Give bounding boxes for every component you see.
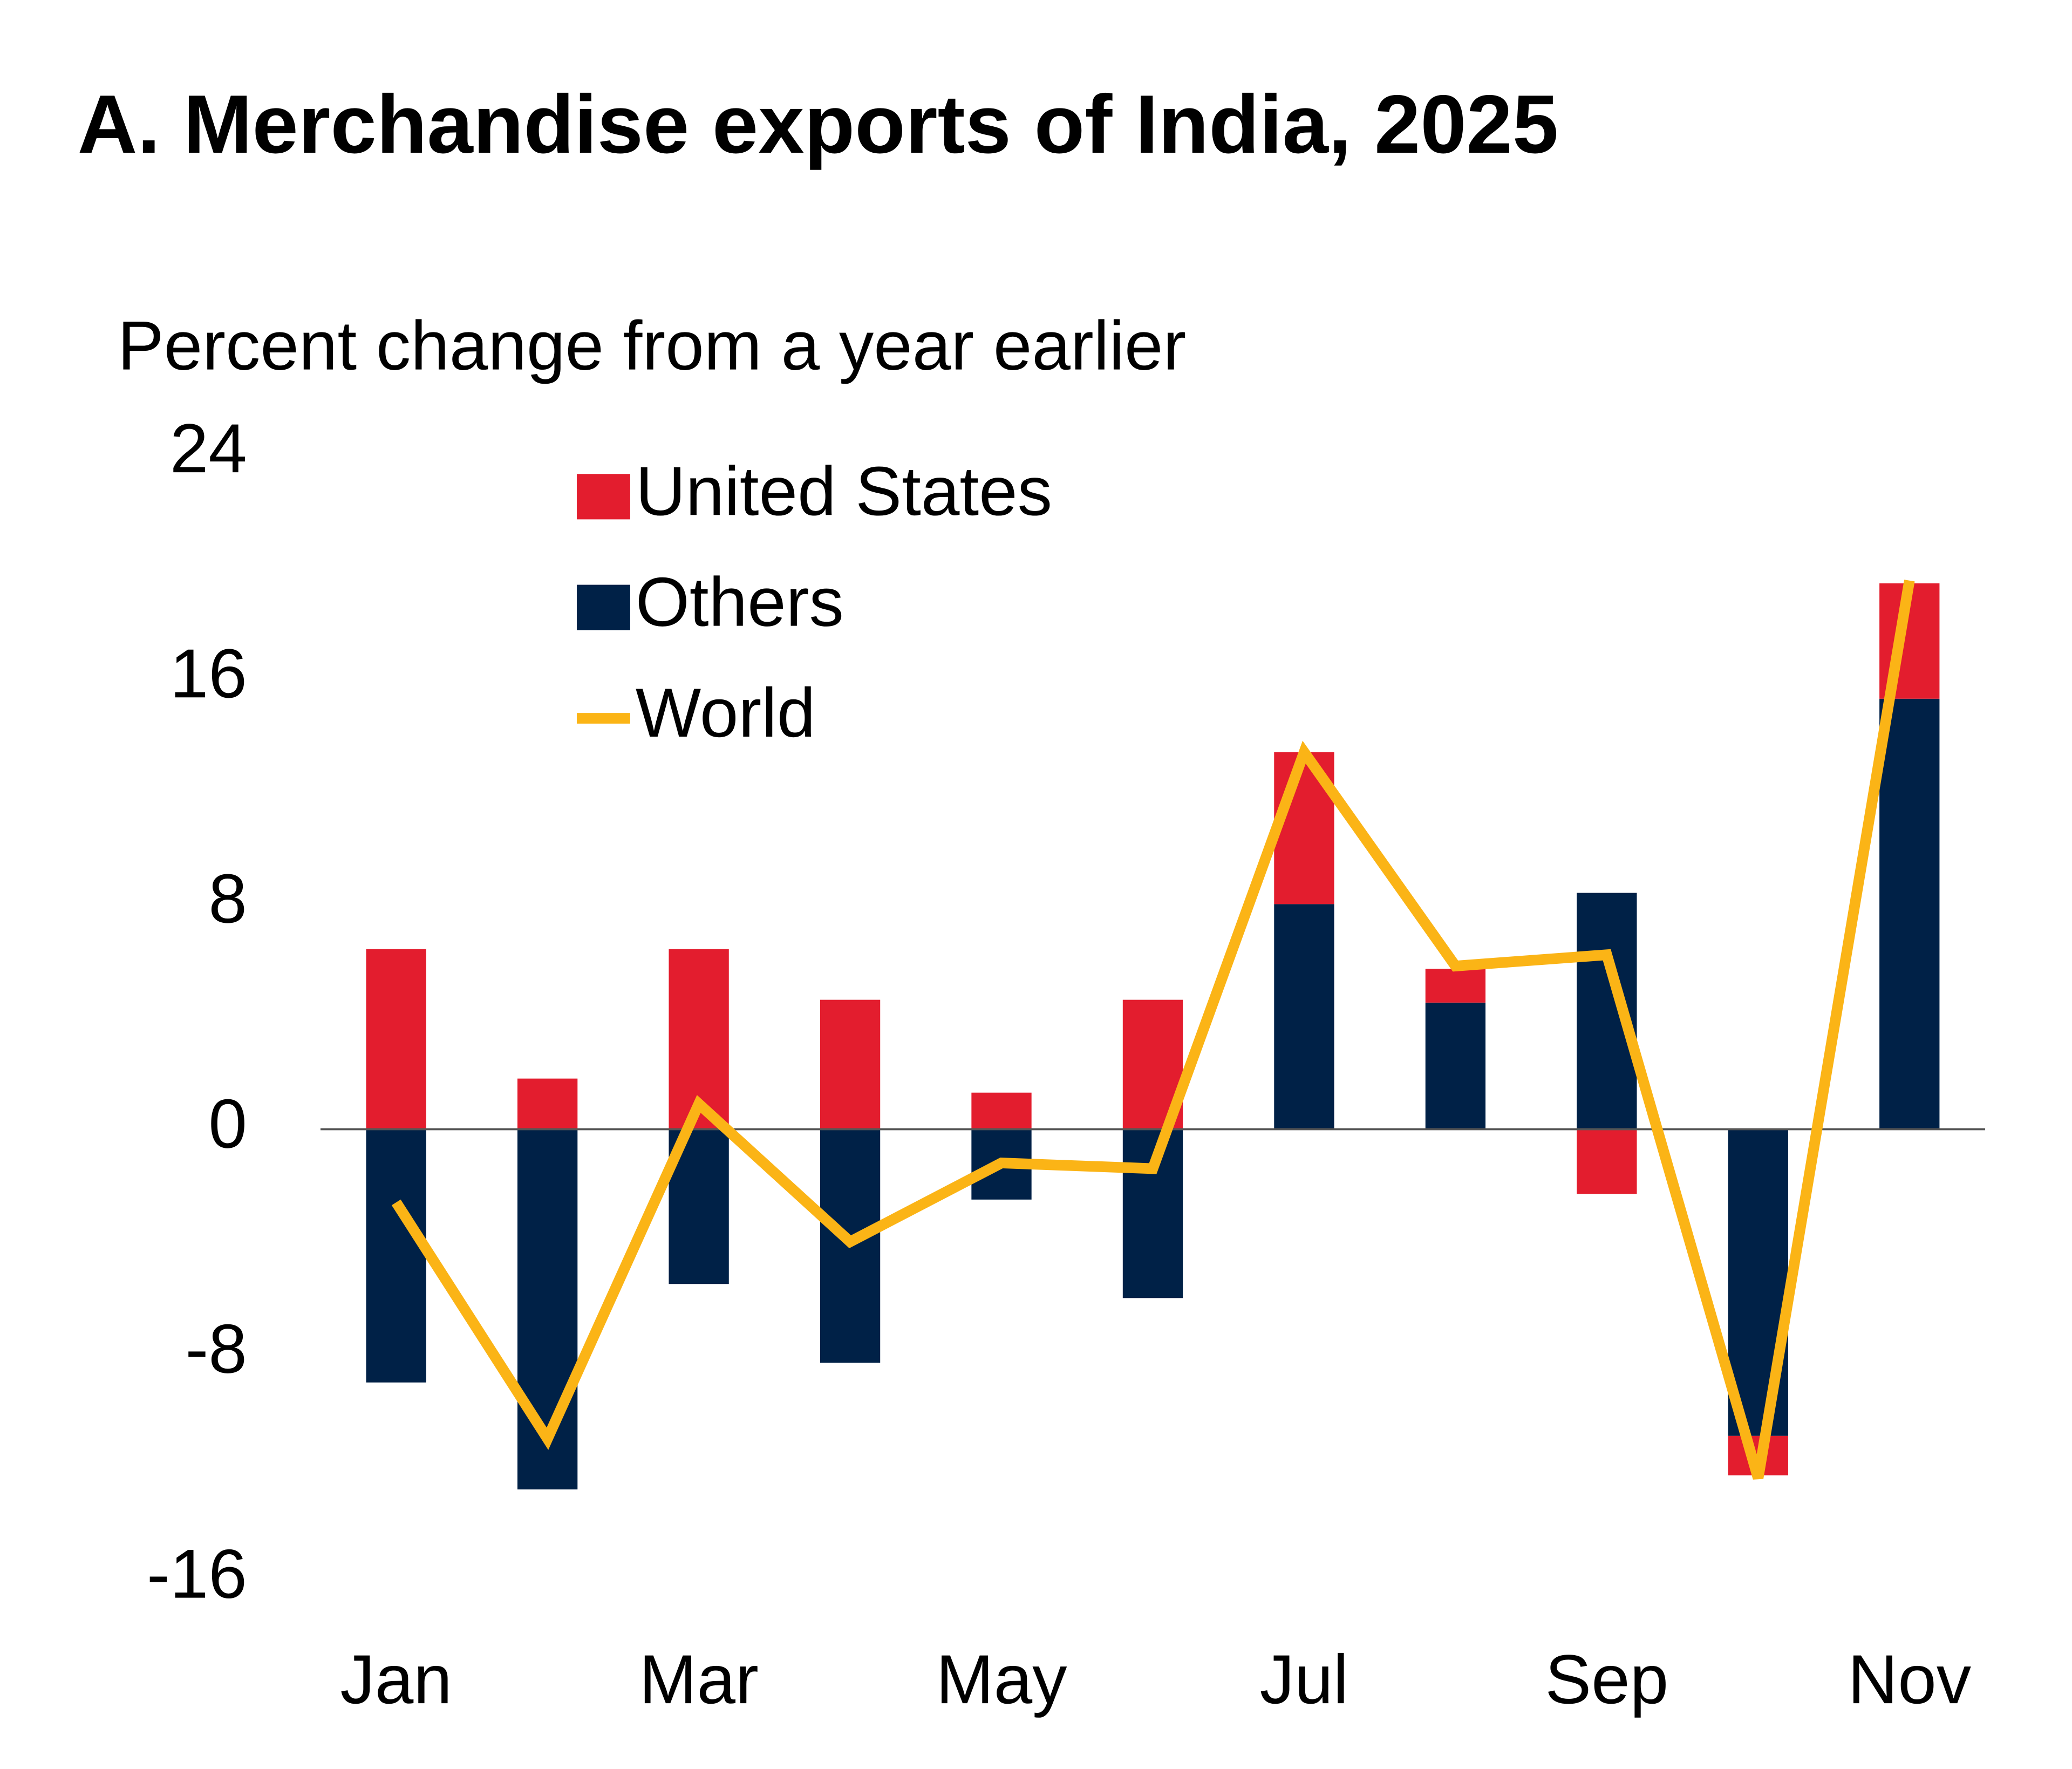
bar	[1577, 1129, 1637, 1194]
y-tick-label: 24	[170, 410, 247, 487]
legend-label: World	[636, 675, 816, 752]
bar	[366, 949, 426, 1130]
x-tick-label: May	[936, 1641, 1068, 1718]
x-tick-label: Mar	[639, 1641, 759, 1718]
x-tick-label: Jan	[340, 1641, 452, 1718]
legend-swatch	[576, 584, 630, 630]
x-tick-label: Nov	[1848, 1641, 1971, 1718]
line	[391, 580, 1915, 1480]
y-tick-label: 0	[208, 1085, 247, 1162]
x-tick-label: Jul	[1260, 1641, 1348, 1718]
legend-swatch	[576, 474, 630, 520]
y-tick-label: 16	[170, 635, 247, 712]
x-tick-label: Sep	[1545, 1641, 1668, 1718]
bar	[1879, 698, 1940, 1130]
y-tick-label: -16	[147, 1536, 247, 1613]
chart-title: A. Merchandise exports of India, 2025	[78, 78, 1559, 171]
y-tick-label: -8	[186, 1311, 247, 1388]
y-axis-label: Percent change from a year earlier	[118, 308, 1186, 385]
y-tick-label: 8	[208, 860, 247, 937]
bar	[971, 1092, 1032, 1130]
bar	[1425, 969, 1486, 1003]
bar	[1274, 904, 1334, 1130]
legend-label: Others	[636, 564, 844, 641]
bar	[820, 999, 881, 1130]
bar	[366, 1129, 426, 1383]
legend-label: United States	[636, 453, 1052, 530]
bar	[1425, 1002, 1486, 1130]
bar	[517, 1078, 578, 1130]
